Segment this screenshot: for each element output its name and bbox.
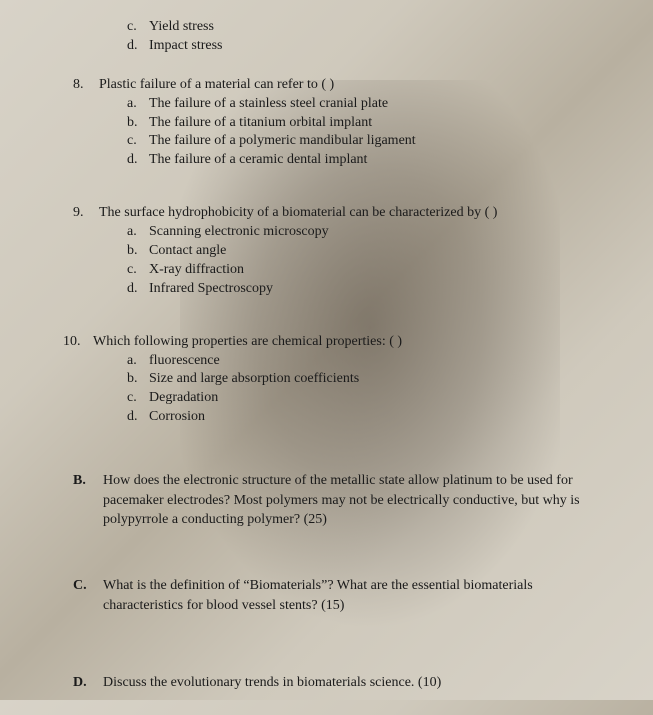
question-number: 8. xyxy=(73,76,99,95)
section-d: D. Discuss the evolutionary trends in bi… xyxy=(73,673,613,693)
option-text: Yield stress xyxy=(149,18,214,37)
exam-page: c. Yield stress d. Impact stress 8. Plas… xyxy=(0,0,653,715)
section-letter: B. xyxy=(73,471,103,530)
option-text: Impact stress xyxy=(149,37,222,56)
option-text: Size and large absorption coefficients xyxy=(149,370,359,389)
section-letter: D. xyxy=(73,673,103,693)
option-text: X-ray diffraction xyxy=(149,261,244,280)
question-number: 10. xyxy=(63,333,93,352)
option-a: a.fluorescence xyxy=(127,352,613,371)
option-text: The failure of a titanium orbital implan… xyxy=(149,114,372,133)
option-c: c.X-ray diffraction xyxy=(127,261,613,280)
question-stem: The surface hydrophobicity of a biomater… xyxy=(99,204,497,223)
question-10: 10. Which following properties are chemi… xyxy=(63,333,613,352)
option-letter: b. xyxy=(127,114,149,133)
option-letter: c. xyxy=(127,132,149,151)
question-8: 8. Plastic failure of a material can ref… xyxy=(73,76,613,95)
option-c: c.The failure of a polymeric mandibular … xyxy=(127,132,613,151)
option-letter: b. xyxy=(127,242,149,261)
option-letter: a. xyxy=(127,95,149,114)
option-letter: a. xyxy=(127,352,149,371)
option-d: d.Infrared Spectroscopy xyxy=(127,280,613,299)
option-d: d.The failure of a ceramic dental implan… xyxy=(127,151,613,170)
option-letter: d. xyxy=(127,37,149,56)
option-text: Contact angle xyxy=(149,242,226,261)
option-letter: d. xyxy=(127,408,149,427)
option-text: Infrared Spectroscopy xyxy=(149,280,273,299)
option-letter: d. xyxy=(127,151,149,170)
q10-options: a.fluorescence b.Size and large absorpti… xyxy=(127,352,613,428)
section-b: B. How does the electronic structure of … xyxy=(73,471,613,530)
section-text: Discuss the evolutionary trends in bioma… xyxy=(103,673,441,693)
option-letter: c. xyxy=(127,261,149,280)
option-c: c. Yield stress xyxy=(127,18,613,37)
option-text: Scanning electronic microscopy xyxy=(149,223,329,242)
question-stem: Which following properties are chemical … xyxy=(93,333,402,352)
q8-options: a.The failure of a stainless steel crani… xyxy=(127,95,613,171)
section-letter: C. xyxy=(73,576,103,615)
option-c: c.Degradation xyxy=(127,389,613,408)
option-text: Degradation xyxy=(149,389,218,408)
option-text: The failure of a polymeric mandibular li… xyxy=(149,132,416,151)
question-number: 9. xyxy=(73,204,99,223)
option-a: a.Scanning electronic microscopy xyxy=(127,223,613,242)
option-d: d.Corrosion xyxy=(127,408,613,427)
option-text: The failure of a ceramic dental implant xyxy=(149,151,367,170)
option-d: d. Impact stress xyxy=(127,37,613,56)
option-letter: d. xyxy=(127,280,149,299)
option-a: a.The failure of a stainless steel crani… xyxy=(127,95,613,114)
option-letter: a. xyxy=(127,223,149,242)
q9-options: a.Scanning electronic microscopy b.Conta… xyxy=(127,223,613,299)
option-b: b.Contact angle xyxy=(127,242,613,261)
option-letter: c. xyxy=(127,18,149,37)
prelist-options: c. Yield stress d. Impact stress xyxy=(127,18,613,56)
option-letter: b. xyxy=(127,370,149,389)
option-text: The failure of a stainless steel cranial… xyxy=(149,95,388,114)
section-text: How does the electronic structure of the… xyxy=(103,471,613,530)
option-letter: c. xyxy=(127,389,149,408)
option-b: b.The failure of a titanium orbital impl… xyxy=(127,114,613,133)
section-text: What is the definition of “Biomaterials”… xyxy=(103,576,613,615)
question-stem: Plastic failure of a material can refer … xyxy=(99,76,334,95)
option-b: b.Size and large absorption coefficients xyxy=(127,370,613,389)
section-c: C. What is the definition of “Biomateria… xyxy=(73,576,613,615)
option-text: Corrosion xyxy=(149,408,205,427)
question-9: 9. The surface hydrophobicity of a bioma… xyxy=(73,204,613,223)
option-text: fluorescence xyxy=(149,352,220,371)
